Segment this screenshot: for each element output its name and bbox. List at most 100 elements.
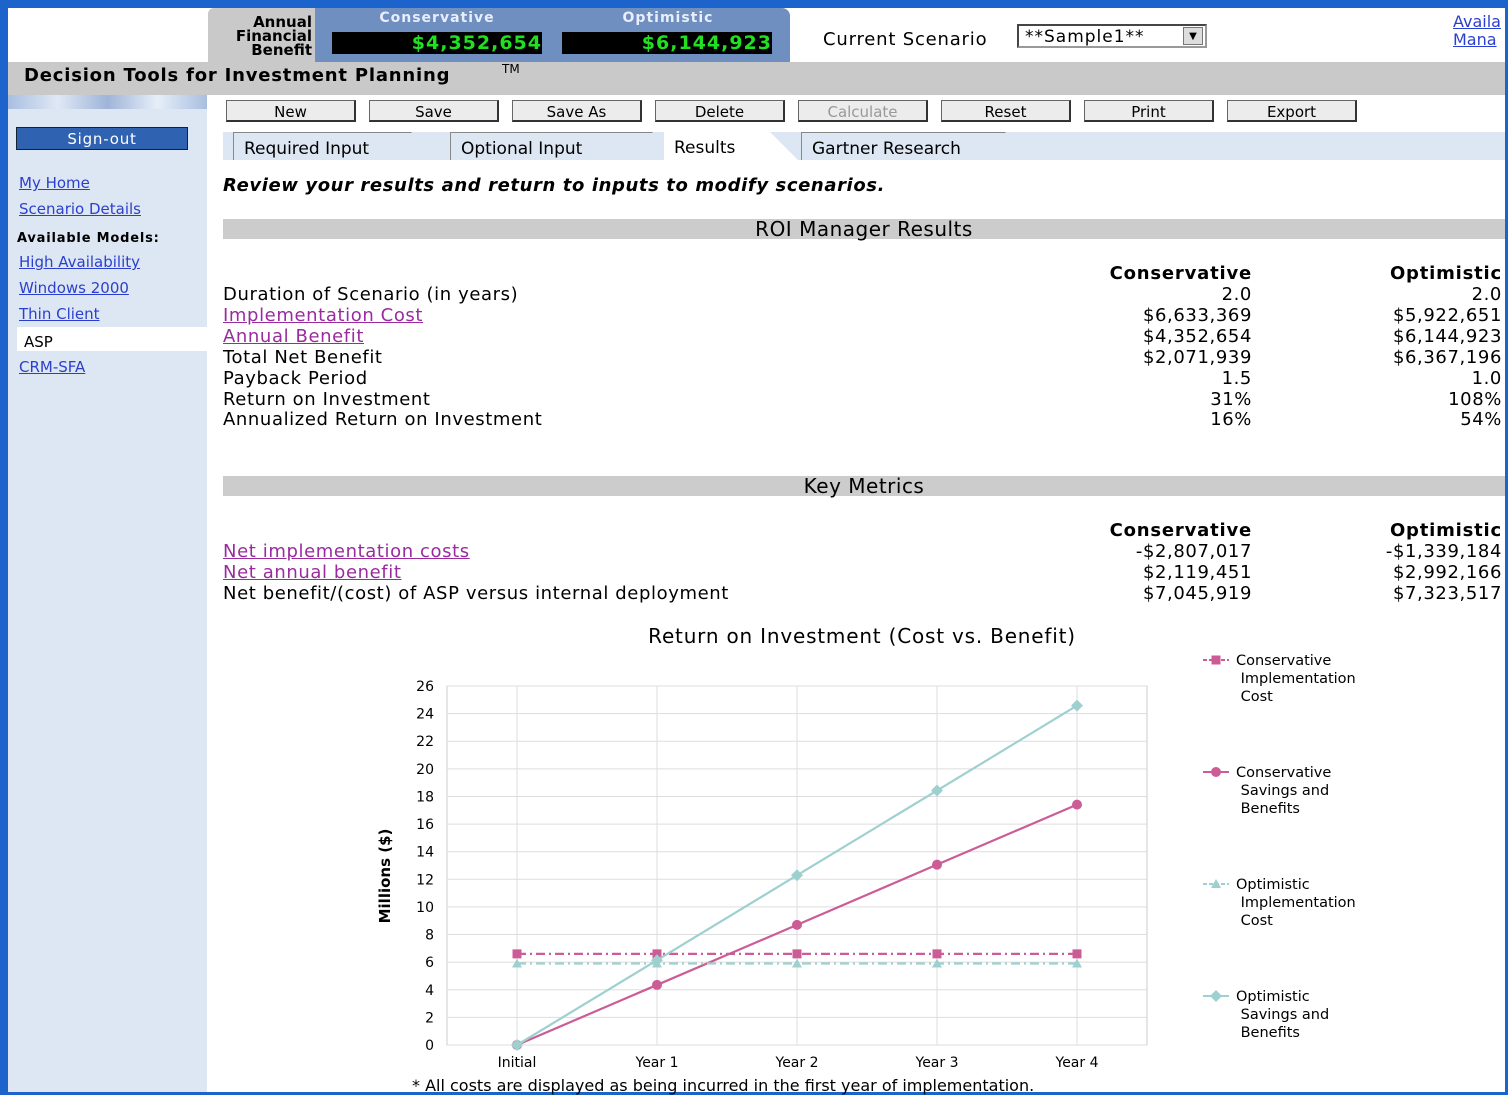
toolbar-button[interactable]: Export: [1227, 100, 1357, 122]
data-point: [1210, 990, 1222, 1002]
toolbar-button[interactable]: Save As: [512, 100, 642, 122]
sidebar-link[interactable]: Scenario Details: [19, 200, 141, 218]
data-point: [791, 869, 803, 882]
scenario-value: **Sample1**: [1025, 27, 1145, 47]
y-tick-label: 18: [416, 789, 434, 805]
row-value: $7,323,517: [1392, 582, 1502, 604]
y-tick-label: 4: [425, 983, 434, 999]
benefit-box: Annual Financial Benefit: [208, 8, 315, 62]
x-tick-label: Year 1: [635, 1055, 679, 1071]
scenario-select[interactable]: **Sample1** ▼: [1017, 24, 1207, 48]
row-value: 16%: [1210, 409, 1252, 431]
row-value: -$1,339,184: [1385, 541, 1502, 562]
legend-label: Optimistic Savings and Benefits: [1236, 989, 1329, 1041]
row-value: -$2,807,017: [1135, 541, 1252, 562]
model-link[interactable]: Thin Client: [19, 305, 100, 324]
tab[interactable]: Optional Input: [450, 132, 680, 160]
y-tick-label: 2: [425, 1010, 434, 1026]
x-tick-label: Year 3: [915, 1055, 959, 1071]
toolbar-button[interactable]: Save: [369, 100, 499, 122]
sidebar: [8, 95, 207, 1092]
y-tick-label: 22: [416, 734, 434, 750]
tab[interactable]: Gartner Research: [801, 132, 1033, 160]
row-link[interactable]: Annual Benefit: [223, 325, 364, 347]
y-tick-label: 6: [425, 955, 434, 971]
y-tick-label: 20: [416, 762, 434, 778]
row-link[interactable]: Implementation Cost: [223, 304, 424, 326]
row-value: $2,071,939: [1142, 346, 1252, 368]
header-link[interactable]: Availa: [1453, 12, 1501, 31]
row-value: 1.0: [1471, 367, 1502, 389]
row-value: $6,144,923: [1392, 325, 1502, 347]
tab[interactable]: Required Input: [233, 132, 439, 160]
data-point: [932, 859, 942, 870]
app-title-bar: Decision Tools for Investment Planning TM: [8, 62, 1505, 95]
y-tick-label: 16: [416, 817, 434, 833]
optimistic-value: $6,144,923: [562, 32, 772, 54]
sidebar-banner: [8, 95, 207, 109]
select-arrow[interactable]: ▼: [1183, 27, 1203, 45]
data-point: [512, 958, 522, 968]
data-point: [792, 958, 802, 968]
row-value: 54%: [1460, 409, 1502, 431]
sidebar-link[interactable]: My Home: [19, 174, 90, 192]
row-value: 31%: [1210, 388, 1252, 410]
row-value: 2.0: [1221, 284, 1252, 305]
toolbar-button[interactable]: New: [226, 100, 356, 122]
row-value: $5,922,651: [1392, 304, 1502, 326]
data-point: [1071, 699, 1083, 712]
model-link[interactable]: Windows 2000: [19, 279, 129, 298]
y-tick-label: 24: [416, 707, 434, 723]
app-title: Decision Tools for Investment Planning: [24, 65, 451, 86]
toolbar-button[interactable]: Delete: [655, 100, 785, 122]
x-tick-label: Year 4: [1055, 1055, 1099, 1071]
y-tick-label: 12: [416, 872, 434, 888]
data-point: [1211, 767, 1221, 777]
row-value: $2,119,451: [1142, 561, 1252, 583]
column-header: Optimistic: [1389, 263, 1502, 284]
conservative-value: $4,352,654: [332, 32, 542, 54]
y-tick-label: 10: [416, 900, 434, 916]
toolbar-button[interactable]: Reset: [941, 100, 1071, 122]
row-value: 1.5: [1221, 367, 1252, 389]
model-link[interactable]: CRM-SFA: [19, 357, 86, 376]
legend-label: Conservative Implementation Cost: [1236, 653, 1356, 705]
data-point: [511, 1039, 523, 1051]
row-label: Payback Period: [223, 367, 368, 389]
y-tick-label: 0: [425, 1038, 434, 1054]
legend-label: Conservative Savings and Benefits: [1236, 765, 1331, 817]
model-item: ASP: [24, 332, 53, 351]
benefit-label: Annual Financial Benefit: [235, 13, 312, 59]
data-point: [1072, 949, 1082, 959]
data-point: [1211, 655, 1221, 665]
row-link[interactable]: Net implementation costs: [223, 541, 470, 562]
data-point: [652, 979, 662, 990]
row-value: $6,633,369: [1142, 304, 1252, 326]
x-tick-label: Year 2: [775, 1055, 819, 1071]
row-label: Duration of Scenario (in years): [223, 284, 519, 305]
signout-button[interactable]: Sign-out: [16, 127, 188, 150]
chart-title: Return on Investment (Cost vs. Benefit): [648, 624, 1076, 648]
y-tick-label: 8: [425, 928, 434, 944]
roi-chart: Return on Investment (Cost vs. Benefit) M…: [376, 624, 1356, 1071]
trademark: TM: [502, 62, 520, 76]
y-tick-label: 14: [416, 845, 434, 861]
row-link[interactable]: Net annual benefit: [223, 561, 402, 583]
toolbar-button[interactable]: Print: [1084, 100, 1214, 122]
data-point: [792, 919, 802, 930]
column-header: Conservative: [1109, 263, 1252, 284]
row-label: Return on Investment: [223, 388, 431, 410]
row-value: $2,992,166: [1392, 561, 1502, 583]
data-point: [652, 949, 662, 959]
row-value: 108%: [1448, 388, 1502, 410]
data-point: [932, 958, 942, 968]
row-label: Net benefit/(cost) of ASP versus interna…: [223, 582, 729, 604]
column-header: Optimistic: [1389, 520, 1502, 541]
header-link[interactable]: Mana: [1453, 30, 1497, 49]
data-point: [1072, 958, 1082, 968]
model-link[interactable]: High Availability: [19, 253, 141, 271]
row-label: Annualized Return on Investment: [223, 409, 543, 431]
toolbar-button: Calculate: [798, 100, 928, 122]
y-axis-label: Millions ($): [376, 829, 394, 924]
